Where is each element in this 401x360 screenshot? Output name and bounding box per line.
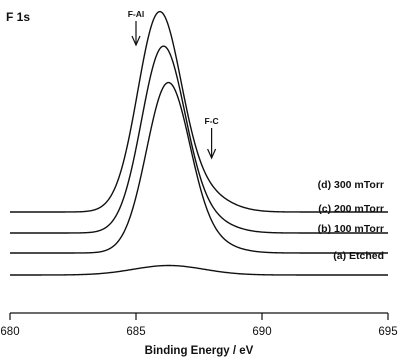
annotation-label-1: F-C: [205, 116, 219, 126]
x-axis-label: Binding Energy / eV: [145, 345, 254, 357]
chart-title: F 1s: [6, 10, 30, 24]
series-labels-group: (d) 300 mTorr (c) 200 mTorr (b) 100 mTorr (…: [318, 179, 384, 262]
spectrum-line-0: [10, 10, 388, 213]
annotations-group: F-Al F-C: [128, 9, 219, 160]
series-label-1: (c) 200 mTorr: [318, 203, 384, 215]
annotation-arrow-head-1: [207, 148, 217, 160]
spectrum-line-1: [10, 45, 388, 234]
series-label-3: (a) Etched: [333, 250, 384, 262]
annotation-arrow-head-0: [131, 35, 141, 47]
annotation-label-0: F-Al: [128, 9, 145, 19]
spectrum-line-2: [10, 81, 388, 254]
series-label-2: (b) 100 mTorr: [318, 223, 384, 235]
x-tick-label-685: 685: [126, 326, 145, 338]
x-tick-label-695: 695: [378, 326, 397, 338]
x-tick-label-680: 680: [0, 326, 19, 338]
x-ticks-group: 680 685 690 695: [0, 313, 398, 338]
spectrum-line-3: [10, 264, 388, 276]
series-label-0: (d) 300 mTorr: [318, 179, 384, 191]
spectra-group: [10, 10, 388, 276]
x-tick-label-690: 690: [252, 326, 271, 338]
